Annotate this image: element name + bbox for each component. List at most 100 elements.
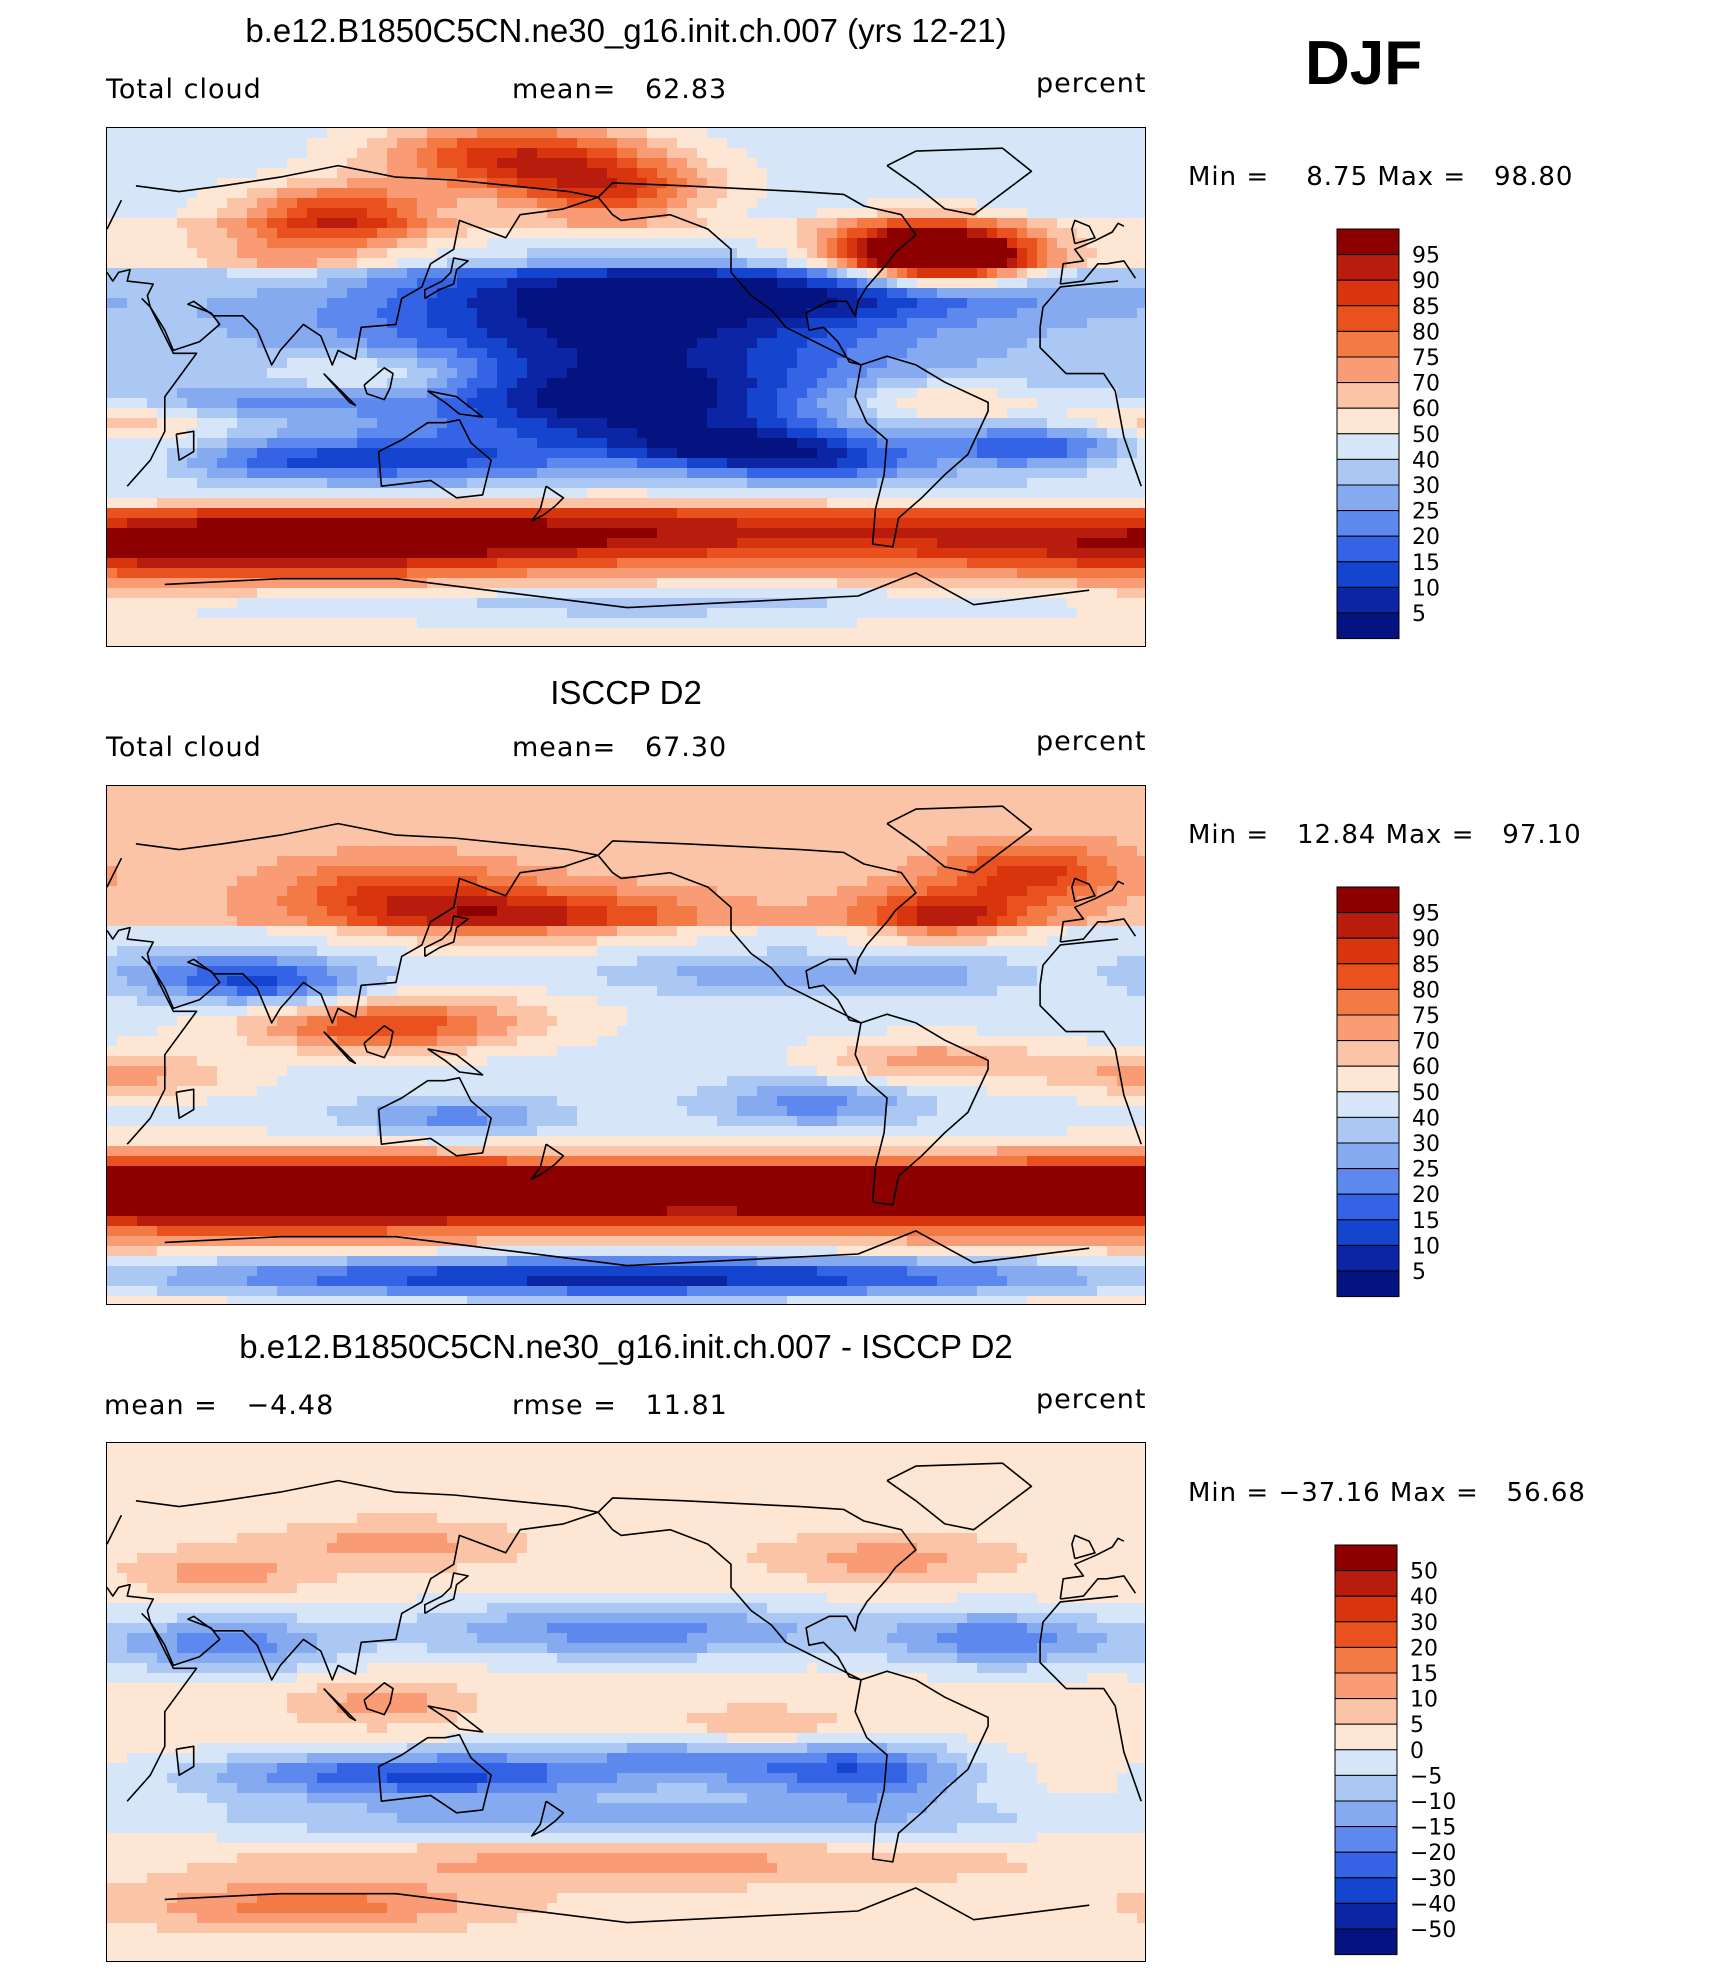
contour-cell: [977, 238, 988, 249]
contour-cell: [707, 538, 718, 549]
contour-cell: [317, 148, 328, 159]
contour-cell: [287, 338, 298, 349]
contour-cell: [1017, 558, 1028, 569]
contour-cell: [817, 228, 828, 239]
contour-cell: [827, 298, 838, 309]
contour-cell: [827, 398, 838, 409]
contour-cell: [537, 478, 548, 489]
contour-cell: [607, 508, 618, 519]
contour-cell: [257, 278, 268, 289]
contour-cell: [247, 448, 258, 459]
contour-cell: [927, 418, 938, 429]
contour-cell: [767, 198, 778, 209]
contour-cell: [567, 548, 578, 559]
contour-cell: [747, 128, 758, 139]
contour-cell: [607, 398, 618, 409]
contour-cell: [337, 168, 348, 179]
contour-cell: [387, 278, 398, 289]
contour-cell: [897, 198, 908, 209]
contour-cell: [557, 178, 568, 189]
contour-cell: [287, 268, 298, 279]
contour-cell: [427, 458, 438, 469]
contour-cell: [1107, 218, 1118, 229]
contour-cell: [837, 268, 848, 279]
contour-cell: [1107, 338, 1118, 349]
contour-cell: [207, 508, 218, 519]
contour-cell: [567, 568, 578, 579]
contour-cell: [307, 188, 318, 199]
contour-cell: [627, 488, 638, 499]
contour-cell: [467, 568, 478, 579]
contour-cell: [827, 448, 838, 459]
contour-cell: [507, 448, 518, 459]
contour-cell: [197, 268, 208, 279]
contour-cell: [1047, 158, 1058, 169]
contour-cell: [1137, 128, 1145, 139]
contour-cell: [407, 188, 418, 199]
contour-cell: [257, 558, 268, 569]
contour-cell: [1097, 398, 1108, 409]
contour-cell: [427, 448, 438, 459]
contour-cell: [507, 138, 518, 149]
contour-cell: [917, 408, 928, 419]
contour-cell: [427, 238, 438, 249]
contour-cell: [217, 518, 228, 529]
contour-cell: [117, 558, 128, 569]
contour-cell: [917, 468, 928, 479]
contour-cell: [747, 548, 758, 559]
contour-cell: [107, 588, 118, 599]
contour-cell: [1077, 318, 1088, 329]
contour-cell: [267, 218, 278, 229]
contour-cell: [997, 198, 1008, 209]
contour-cell: [837, 168, 848, 179]
contour-cell: [867, 408, 878, 419]
contour-cell: [967, 398, 978, 409]
contour-cell: [477, 138, 488, 149]
contour-cell: [197, 138, 208, 149]
contour-cell: [1107, 388, 1118, 399]
contour-cell: [1087, 558, 1098, 569]
contour-cell: [157, 418, 168, 429]
contour-cell: [347, 468, 358, 479]
contour-cell: [227, 508, 238, 519]
contour-cell: [717, 228, 728, 239]
contour-cell: [737, 428, 748, 439]
contour-cell: [147, 348, 158, 359]
contour-cell: [197, 298, 208, 309]
contour-cell: [707, 578, 718, 589]
contour-cell: [1047, 468, 1058, 479]
contour-cell: [587, 238, 598, 249]
contour-cell: [527, 508, 538, 519]
contour-cell: [697, 178, 708, 189]
contour-cell: [257, 228, 268, 239]
contour-cell: [477, 538, 488, 549]
contour-cell: [1007, 518, 1018, 529]
contour-cell: [907, 288, 918, 299]
contour-cell: [107, 428, 118, 439]
contour-cell: [517, 188, 528, 199]
contour-cell: [557, 458, 568, 469]
contour-cell: [1027, 388, 1038, 399]
contour-cell: [1097, 188, 1108, 199]
contour-cell: [537, 528, 548, 539]
contour-cell: [687, 328, 698, 339]
contour-cell: [167, 378, 178, 389]
contour-cell: [267, 338, 278, 349]
contour-cell: [927, 198, 938, 209]
contour-cell: [717, 458, 728, 469]
contour-cell: [597, 558, 608, 569]
contour-cell: [197, 478, 208, 489]
contour-cell: [1067, 178, 1078, 189]
contour-cell: [347, 588, 358, 599]
contour-cell: [467, 218, 478, 229]
contour-cell: [677, 388, 688, 399]
contour-cell: [327, 538, 338, 549]
contour-cell: [727, 498, 738, 509]
contour-cell: [297, 378, 308, 389]
contour-cell: [707, 388, 718, 399]
contour-cell: [607, 478, 618, 489]
contour-cell: [237, 368, 248, 379]
contour-cell: [397, 568, 408, 579]
contour-cell: [677, 418, 688, 429]
contour-cell: [677, 508, 688, 519]
